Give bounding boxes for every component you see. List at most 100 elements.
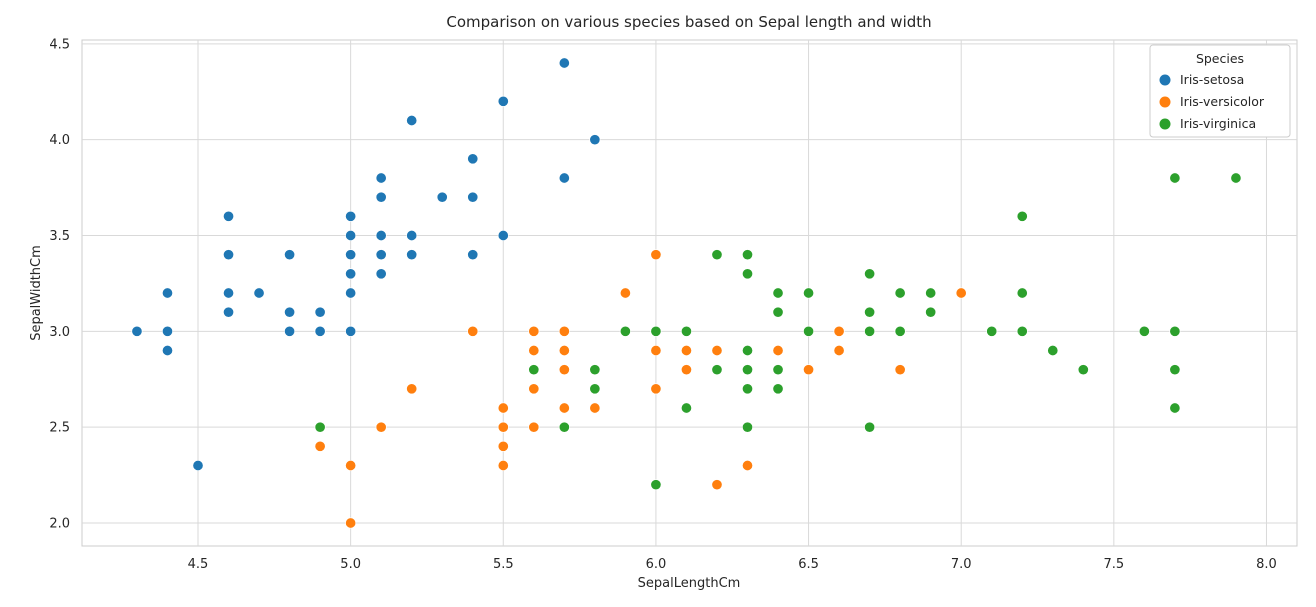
data-point-versicolor: [619, 287, 631, 299]
data-point-versicolor: [528, 383, 540, 395]
data-point-setosa: [497, 95, 509, 107]
data-point-setosa: [345, 249, 357, 261]
data-point-virginica: [1169, 402, 1181, 414]
data-point-setosa: [345, 229, 357, 242]
data-point-virginica: [803, 287, 815, 299]
legend-marker-virginica: [1159, 118, 1171, 130]
data-point-versicolor: [650, 344, 662, 357]
data-point-versicolor: [497, 421, 509, 433]
data-point-setosa: [345, 210, 357, 222]
data-point-setosa: [497, 229, 509, 242]
data-point-setosa: [314, 325, 326, 337]
data-point-virginica: [741, 421, 754, 433]
legend-label-setosa: Iris-setosa: [1180, 72, 1244, 87]
data-point-setosa: [222, 287, 235, 299]
y-tick-label: 3.5: [49, 229, 70, 244]
data-point-versicolor: [497, 440, 509, 452]
data-point-versicolor: [680, 364, 692, 376]
data-point-setosa: [345, 325, 357, 337]
legend: Species Iris-setosa Iris-versicolor Iris…: [1149, 44, 1291, 138]
data-point-virginica: [1016, 287, 1028, 299]
data-point-virginica: [772, 306, 784, 318]
data-point-virginica: [1169, 172, 1181, 184]
data-point-setosa: [375, 268, 387, 280]
data-point-virginica: [528, 364, 540, 376]
data-point-virginica: [680, 325, 692, 337]
data-point-setosa: [345, 268, 357, 280]
data-point-virginica: [864, 325, 876, 337]
x-tick-label: 7.5: [1103, 557, 1124, 572]
data-point-virginica: [864, 268, 876, 280]
y-tick-label: 2.0: [49, 517, 70, 532]
data-point-versicolor: [741, 459, 754, 472]
data-point-versicolor: [558, 325, 570, 337]
data-point-virginica: [803, 325, 815, 337]
x-axis-label: SepalLengthCm: [638, 576, 741, 591]
data-point-virginica: [1016, 325, 1028, 337]
data-point-virginica: [1016, 210, 1028, 222]
data-point-setosa: [375, 172, 387, 184]
data-point-versicolor: [528, 325, 540, 337]
data-point-versicolor: [345, 459, 357, 472]
data-point-setosa: [253, 287, 265, 299]
data-point-setosa: [161, 344, 174, 357]
data-point-setosa: [192, 459, 204, 472]
legend-label-versicolor: Iris-versicolor: [1180, 94, 1265, 109]
data-point-setosa: [467, 153, 479, 165]
data-point-versicolor: [497, 402, 509, 414]
plot-area: [81, 39, 1298, 547]
x-tick-label: 8.0: [1256, 557, 1277, 572]
data-point-virginica: [864, 306, 876, 318]
x-tick-label: 7.0: [951, 557, 972, 572]
data-point-setosa: [161, 325, 174, 337]
data-point-virginica: [894, 287, 906, 299]
data-point-virginica: [864, 421, 876, 433]
data-point-virginica: [772, 287, 784, 299]
y-tick-label: 4.0: [49, 133, 70, 148]
data-point-versicolor: [803, 364, 815, 376]
data-point-versicolor: [558, 364, 570, 376]
data-point-virginica: [711, 249, 723, 261]
x-tick-label: 5.0: [340, 557, 361, 572]
data-point-setosa: [222, 210, 235, 222]
data-point-virginica: [650, 479, 662, 491]
data-point-setosa: [406, 249, 418, 261]
legend-title: Species: [1196, 51, 1244, 66]
data-point-virginica: [558, 421, 570, 433]
data-point-setosa: [406, 229, 418, 242]
chart-title: Comparison on various species based on S…: [446, 13, 931, 31]
data-point-versicolor: [345, 517, 357, 529]
data-point-versicolor: [558, 344, 570, 357]
data-point-setosa: [284, 306, 296, 318]
legend-marker-versicolor: [1159, 96, 1171, 108]
data-point-versicolor: [558, 402, 570, 414]
data-point-versicolor: [497, 459, 509, 472]
data-point-setosa: [161, 287, 174, 299]
data-point-virginica: [680, 402, 692, 414]
data-point-virginica: [1047, 344, 1059, 357]
data-point-virginica: [986, 325, 998, 337]
legend-marker-setosa: [1159, 74, 1171, 86]
y-tick-label: 4.5: [49, 37, 70, 52]
legend-box: [1149, 44, 1291, 138]
data-point-versicolor: [650, 383, 662, 395]
data-point-setosa: [375, 229, 387, 242]
data-point-setosa: [558, 57, 570, 69]
x-tick-label: 6.0: [646, 557, 667, 572]
data-point-setosa: [375, 249, 387, 261]
data-point-virginica: [772, 364, 784, 376]
data-point-versicolor: [711, 344, 723, 357]
data-point-setosa: [406, 114, 418, 127]
data-point-virginica: [741, 249, 754, 261]
data-point-setosa: [314, 306, 326, 318]
data-point-virginica: [314, 421, 326, 433]
data-point-versicolor: [314, 440, 326, 452]
data-point-virginica: [711, 364, 723, 376]
data-point-virginica: [589, 364, 601, 376]
data-point-versicolor: [711, 479, 723, 491]
data-point-setosa: [467, 249, 479, 261]
y-tick-label: 2.5: [49, 421, 70, 436]
data-point-virginica: [650, 325, 662, 337]
x-tick-label: 4.5: [188, 557, 209, 572]
